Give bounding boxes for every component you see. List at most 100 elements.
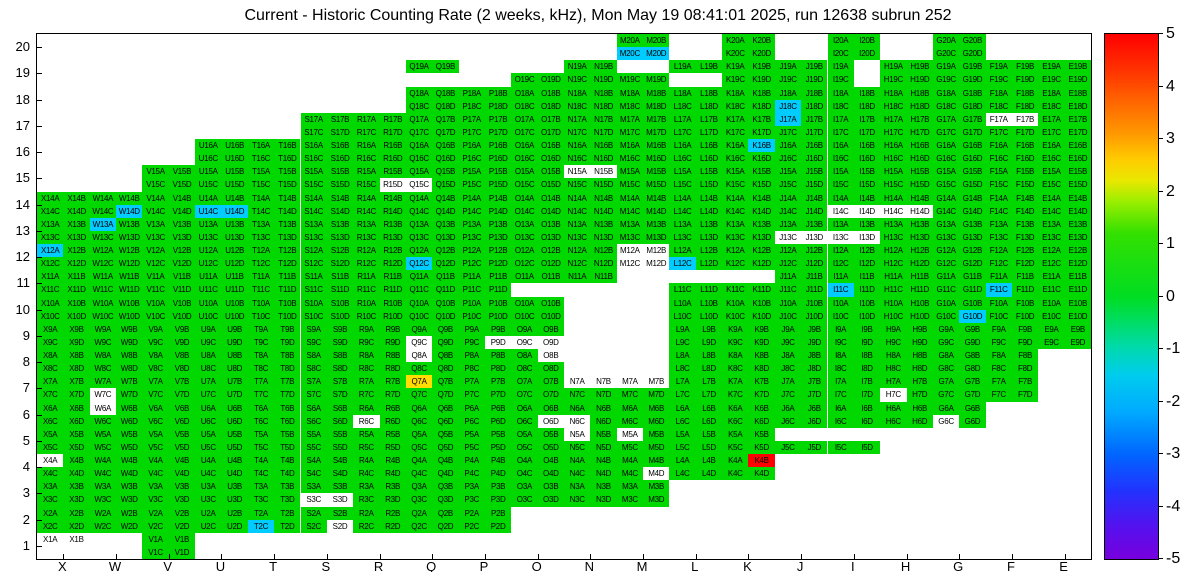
y-axis-label-3: 3 (22, 485, 30, 501)
cell-J16A: J16A (774, 139, 802, 153)
cell-J13C: J13C (774, 230, 802, 244)
cell-X12A: X12A (37, 244, 64, 258)
cell-G8D: G8D (959, 362, 986, 376)
cell-J19A: J19A (774, 60, 802, 74)
cell-I7B: I7B (853, 375, 881, 389)
cell-H7D: H7D (906, 388, 933, 402)
cell-K7C: K7C (722, 388, 749, 402)
cell-L10C: L10C (669, 309, 696, 323)
cell-T8D: T8D (274, 362, 301, 376)
cell-F8D: F8D (1011, 362, 1039, 376)
x-tick (63, 554, 65, 559)
cell-H11C: H11C (880, 283, 907, 297)
cell-G12B: G12B (959, 244, 986, 258)
cell-K17B: K17B (748, 112, 775, 126)
cell-H19C: H19C (880, 73, 907, 87)
cell-O12B: O12B (537, 244, 564, 258)
cell-U5D: U5D (221, 440, 248, 454)
cell-T13D: T13D (274, 230, 301, 244)
cell-O15C: O15C (511, 178, 538, 192)
cell-Q9C: Q9C (405, 335, 433, 349)
cell-J15A: J15A (774, 165, 802, 179)
x-axis-label-H: H (900, 559, 911, 572)
cell-X6C: X6C (37, 414, 64, 428)
cell-U16C: U16C (195, 152, 222, 166)
cell-I9C: I9C (827, 335, 854, 349)
cell-W6D: W6D (116, 414, 143, 428)
cell-N4B: N4B (590, 454, 617, 468)
cell-J13A: J13A (774, 217, 802, 231)
cell-P15B: P15B (484, 165, 512, 179)
cell-X9A: X9A (37, 322, 64, 336)
cell-W14D: W14D (116, 204, 143, 218)
cell-P7B: P7B (484, 375, 512, 389)
cell-J7B: J7B (801, 375, 828, 389)
cell-N7D: N7D (590, 388, 617, 402)
cell-O10A: O10A (511, 296, 538, 310)
cell-J5C: J5C (774, 440, 802, 454)
cell-M16A: M16A (616, 139, 644, 153)
cell-K19C: K19C (722, 73, 749, 87)
y-tick (37, 309, 42, 311)
cell-G18B: G18B (959, 86, 986, 100)
cell-O16A: O16A (511, 139, 538, 153)
cell-T14C: T14C (247, 204, 275, 218)
cell-T8C: T8C (247, 362, 275, 376)
cell-R13B: R13B (379, 217, 406, 231)
cell-N5B: N5B (590, 427, 617, 441)
cell-J18A: J18A (774, 86, 802, 100)
cell-V1C: V1C (142, 545, 169, 559)
colorbar-tick (1158, 558, 1163, 559)
cell-V12B: V12B (168, 244, 196, 258)
cell-I14B: I14B (853, 191, 881, 205)
cell-H17B: H17B (906, 112, 933, 126)
cell-W3C: W3C (89, 493, 117, 507)
cell-P18C: P18C (458, 99, 485, 113)
cell-V9D: V9D (168, 335, 196, 349)
cell-R12A: R12A (353, 244, 380, 258)
cell-P4C: P4C (458, 467, 485, 481)
cell-M20A: M20A (616, 34, 644, 48)
cell-X6B: X6B (63, 401, 90, 415)
cell-R10C: R10C (353, 309, 380, 323)
cell-P8B: P8B (484, 349, 512, 363)
cell-S9B: S9B (326, 322, 354, 336)
cell-S11A: S11A (300, 270, 327, 284)
colorbar-tick (1158, 243, 1163, 244)
cell-L15D: L15D (695, 178, 723, 192)
cell-R17B: R17B (379, 112, 406, 126)
cell-W11C: W11C (89, 283, 117, 297)
cell-H6C: H6C (880, 414, 907, 428)
cell-O4C: O4C (511, 467, 538, 481)
cell-P15A: P15A (458, 165, 485, 179)
cell-O12D: O12D (537, 257, 564, 271)
cell-E17C: E17C (1038, 125, 1065, 139)
cell-O6C: O6C (511, 414, 538, 428)
cell-P12D: P12D (484, 257, 512, 271)
cell-S7A: S7A (300, 375, 327, 389)
y-tick (37, 152, 42, 154)
cell-T14B: T14B (274, 191, 301, 205)
cell-M4C: M4C (616, 467, 644, 481)
cell-J17C: J17C (774, 125, 802, 139)
cell-L17A: L17A (669, 112, 696, 126)
cell-I13D: I13D (853, 230, 881, 244)
cell-O18C: O18C (511, 99, 538, 113)
x-tick (326, 554, 328, 559)
cell-F14B: F14B (1011, 191, 1039, 205)
cell-T10D: T10D (274, 309, 301, 323)
cell-T12B: T12B (274, 244, 301, 258)
cell-L13B: L13B (695, 217, 723, 231)
cell-Q11D: Q11D (432, 283, 459, 297)
cell-J8B: J8B (801, 349, 828, 363)
cell-I15D: I15D (853, 178, 881, 192)
cell-V11A: V11A (142, 270, 169, 284)
cell-Q2D: Q2D (432, 519, 459, 533)
cell-X9C: X9C (37, 335, 64, 349)
cell-Q5A: Q5A (405, 427, 433, 441)
cell-W2D: W2D (116, 519, 143, 533)
cell-N18A: N18A (564, 86, 591, 100)
cell-Q8C: Q8C (405, 362, 433, 376)
cell-V4C: V4C (142, 467, 169, 481)
cell-Q16B: Q16B (432, 139, 459, 153)
